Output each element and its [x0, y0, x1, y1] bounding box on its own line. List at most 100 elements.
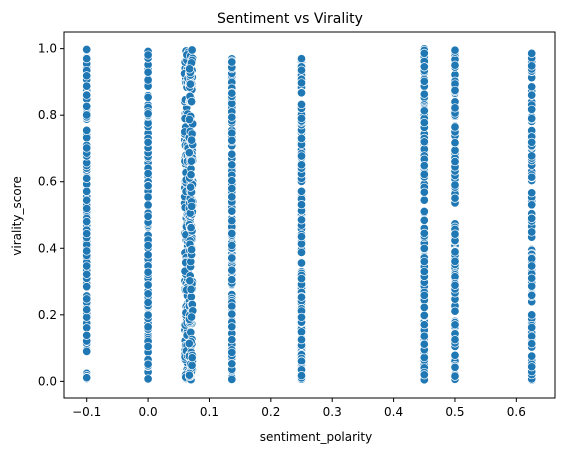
data-point	[450, 362, 460, 372]
data-point	[450, 85, 460, 95]
data-point	[450, 280, 460, 290]
data-point	[296, 327, 307, 337]
data-point	[82, 71, 92, 81]
data-point	[227, 176, 237, 186]
data-point	[227, 183, 237, 194]
data-point	[296, 200, 307, 210]
data-point	[419, 228, 429, 238]
data-point	[419, 370, 429, 380]
data-point	[82, 269, 92, 279]
data-point	[450, 350, 460, 360]
data-point	[419, 320, 429, 330]
data-point	[82, 330, 92, 340]
data-point	[227, 57, 237, 67]
data-point	[296, 151, 307, 161]
data-point	[296, 312, 307, 322]
data-point	[450, 256, 460, 266]
data-point	[296, 54, 307, 64]
data-point	[450, 229, 460, 239]
data-point	[296, 292, 307, 302]
data-point	[419, 161, 429, 171]
x-tick-label: 0.1	[200, 405, 219, 419]
data-point	[186, 284, 196, 294]
data-point	[227, 112, 237, 122]
data-point	[419, 137, 429, 147]
data-point	[419, 290, 429, 300]
data-point	[419, 256, 429, 267]
data-point	[82, 101, 92, 111]
y-tick-label: 0.0	[38, 374, 57, 388]
data-point	[82, 44, 92, 55]
data-point	[143, 75, 153, 85]
data-point	[527, 339, 537, 349]
data-point	[419, 195, 429, 205]
data-point	[187, 360, 197, 370]
data-point	[527, 322, 537, 333]
data-point	[450, 247, 460, 257]
data-point	[187, 135, 197, 145]
y-axis-label: virality_score	[10, 176, 24, 255]
data-point	[527, 113, 537, 124]
data-point	[527, 200, 537, 210]
data-point	[527, 261, 537, 271]
data-point	[82, 81, 92, 91]
data-point	[82, 261, 92, 271]
x-tick-label: 0.4	[384, 405, 403, 419]
data-point	[527, 137, 537, 147]
data-point	[450, 103, 460, 113]
data-point	[184, 148, 194, 158]
y-tick-label: 0.4	[38, 241, 57, 255]
data-point	[450, 320, 460, 330]
data-point	[186, 312, 197, 322]
data-point	[419, 206, 429, 217]
data-point	[227, 149, 237, 159]
data-point	[450, 45, 460, 55]
data-point	[82, 125, 92, 135]
data-point	[82, 246, 92, 256]
data-point	[143, 310, 153, 320]
data-point	[143, 240, 153, 251]
data-point	[143, 92, 153, 102]
data-point	[527, 104, 537, 114]
data-point	[450, 306, 460, 316]
data-point	[227, 88, 237, 98]
data-point	[184, 338, 194, 349]
data-point	[527, 82, 537, 92]
data-point	[419, 48, 429, 58]
data-point	[143, 50, 153, 60]
data-point	[296, 160, 307, 170]
data-point	[419, 331, 429, 341]
data-point	[143, 289, 153, 299]
data-point	[527, 90, 537, 100]
data-point	[143, 211, 153, 221]
data-point	[419, 187, 429, 197]
data-point	[419, 266, 429, 277]
data-point	[82, 90, 92, 100]
data-point	[143, 341, 153, 352]
data-point	[527, 188, 537, 198]
points-layer	[82, 44, 537, 385]
data-point	[527, 151, 537, 161]
data-point	[82, 294, 92, 304]
data-point	[185, 64, 195, 74]
data-point	[227, 309, 237, 319]
data-point	[227, 275, 237, 285]
data-point	[419, 118, 429, 128]
data-point	[82, 373, 92, 383]
data-point	[296, 258, 307, 268]
data-point	[82, 186, 92, 196]
data-point	[419, 339, 429, 349]
data-point	[450, 145, 460, 155]
data-point	[186, 182, 196, 192]
data-point	[82, 217, 92, 227]
data-point	[227, 335, 237, 345]
data-point	[450, 60, 460, 70]
data-point	[143, 267, 153, 277]
data-point	[187, 201, 197, 211]
data-point	[419, 243, 429, 253]
data-point	[143, 200, 153, 210]
data-point	[296, 65, 307, 75]
x-tick-label: 0.0	[139, 405, 158, 419]
